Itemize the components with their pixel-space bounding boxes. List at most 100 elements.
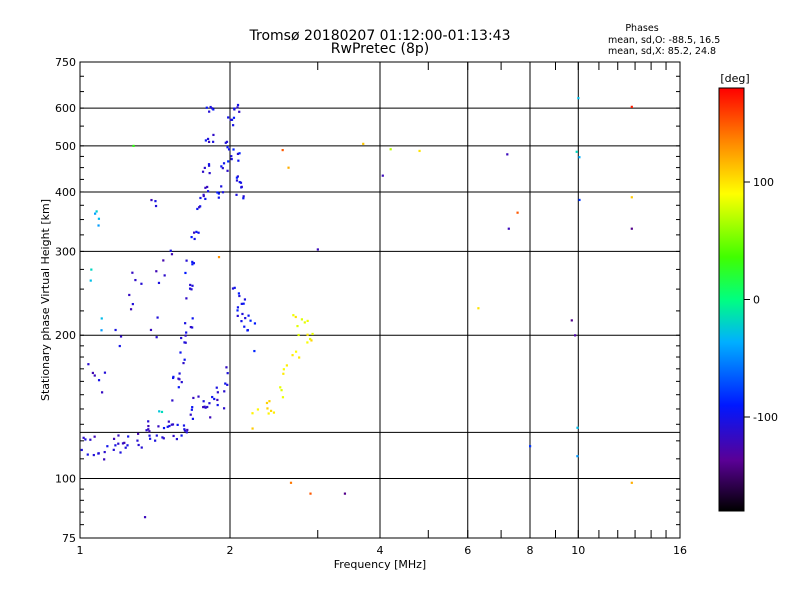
data-point-isolated [418, 149, 421, 153]
data-point-blue-low-trace [86, 453, 89, 456]
y-axis-ticks: 75 100 200 300 400 500 600 750 [55, 56, 680, 545]
data-point-blue-low-trace [80, 448, 83, 452]
data-point-blue-low-trace [147, 424, 150, 428]
data-point-blue-f-region [242, 302, 245, 305]
data-point-yellow-trace [285, 364, 288, 367]
data-point-blue-f-region [241, 312, 244, 316]
colorbar [718, 87, 745, 512]
data-point-blue-low-trace [103, 450, 106, 454]
data-point-blue-e-region-rise [195, 230, 198, 233]
data-point-blue-scatter-lower [87, 363, 90, 366]
data-point-blue-f-region [227, 160, 230, 163]
data-points [80, 97, 633, 519]
data-point-yellow-trace [256, 408, 260, 411]
data-point-isolated [630, 105, 633, 108]
data-point-blue-e-region-rise [182, 361, 185, 365]
data-point-blue-low-trace [155, 434, 158, 437]
colorbar-ticks: 100 0 -100 [744, 176, 778, 424]
data-point-blue-low-trace [157, 425, 160, 428]
data-point-blue-e-region-rise [204, 197, 207, 201]
data-point-blue-low-trace [172, 434, 175, 438]
data-point-blue-low-trace [192, 396, 195, 400]
y-tick-label: 300 [55, 245, 76, 258]
data-point-blue-low-trace [137, 443, 140, 447]
data-point-blue-low-trace [103, 458, 106, 461]
x-tick-label: 10 [571, 544, 585, 557]
data-point-cyan-scatter [94, 212, 97, 215]
data-point-blue-f-region [249, 319, 252, 322]
data-point-blue-f-region [240, 320, 243, 323]
y-tick-label: 500 [55, 140, 76, 153]
data-point-blue-low-trace [117, 442, 120, 445]
data-point-isolated [143, 516, 147, 519]
y-tick-label: 600 [55, 102, 76, 115]
x-tick-label: 16 [673, 544, 687, 557]
data-point-isolated [287, 166, 290, 169]
data-point-blue-scatter-lower [91, 371, 94, 375]
data-point-blue-f-region [230, 155, 233, 158]
data-point-yellow-trace [266, 407, 269, 410]
data-point-cyan-scatter [575, 150, 578, 153]
data-point-blue-f-region [236, 106, 239, 109]
data-point-blue-low-trace [176, 423, 179, 426]
data-point-isolated [281, 148, 284, 152]
data-point-blue-e-region-rise [183, 341, 186, 344]
data-point-yellow-trace [298, 356, 301, 359]
data-point-blue-f-region [237, 159, 240, 162]
data-point-blue-low-trace [202, 400, 205, 403]
data-point-yellow-trace [267, 412, 270, 415]
data-point-blue-scatter-lower [156, 316, 159, 319]
data-point-blue-e-region-rise [208, 110, 211, 113]
data-point-blue-low-trace [89, 438, 92, 441]
data-point-blue-e-region-rise [184, 341, 187, 344]
data-point-blue-e-region-rise [185, 331, 188, 334]
data-point-blue-low-trace [147, 428, 150, 431]
data-point-blue-e-region-rise [180, 336, 183, 340]
data-point-blue-low-trace [190, 408, 193, 411]
data-point-blue-f-region [230, 158, 233, 161]
data-point-blue-scatter-lower [154, 200, 157, 203]
data-point-blue-e-region-rise [196, 207, 199, 211]
data-point-blue-scatter-lower [128, 293, 131, 297]
data-point-blue-low-trace [206, 405, 209, 409]
data-point-blue-scatter-lower [134, 278, 137, 282]
data-point-blue-f-region [217, 196, 220, 199]
data-point-blue-e-region-rise [208, 171, 211, 175]
data-point-blue-f-region [236, 309, 239, 312]
grid [80, 62, 680, 538]
data-point-yellow-trace [281, 396, 285, 399]
data-point-blue-low-trace [117, 434, 120, 437]
data-point-blue-scatter-lower [170, 253, 174, 256]
data-point-yellow-trace [291, 354, 294, 357]
data-point-blue-f-region [243, 298, 247, 301]
data-point-cyan-scatter [100, 329, 103, 332]
data-point-blue-e-region-rise [197, 231, 200, 234]
data-point-blue-low-trace [167, 420, 170, 423]
data-point-blue-low-trace [185, 431, 188, 434]
data-point-cyan-scatter [100, 317, 103, 320]
data-point-blue-e-region-rise [207, 140, 211, 143]
data-point-blue-low-trace [162, 426, 166, 430]
data-point-blue-f-region [217, 192, 220, 195]
data-point-blue-scatter-lower [149, 328, 153, 332]
data-point-blue-scatter-lower [131, 271, 134, 274]
data-point-blue-low-trace [191, 406, 194, 409]
data-point-blue-f-region [231, 287, 235, 290]
data-point-blue-low-trace [112, 448, 115, 451]
data-point-blue-e-region-rise [190, 288, 193, 291]
data-point-blue-scatter-lower [97, 379, 101, 382]
data-point-blue-e-region-rise [199, 196, 202, 200]
data-point-blue-f-region [226, 169, 229, 172]
data-point-blue-e-region-rise [205, 106, 208, 109]
data-point-blue-e-region-rise [206, 137, 210, 141]
data-point-blue-f-region [236, 103, 240, 107]
data-point-blue-f-region [226, 146, 229, 149]
data-point-blue-e-region-rise [207, 164, 211, 167]
data-point-cyan-scatter [576, 455, 579, 458]
data-point-blue-scatter-lower [131, 302, 134, 306]
data-point-blue-scatter-lower [155, 270, 158, 273]
y-tick-label: 100 [55, 473, 76, 486]
data-point-blue-scatter-lower [119, 335, 123, 338]
data-point-isolated [217, 256, 221, 259]
data-point-blue-f-region [224, 141, 227, 144]
